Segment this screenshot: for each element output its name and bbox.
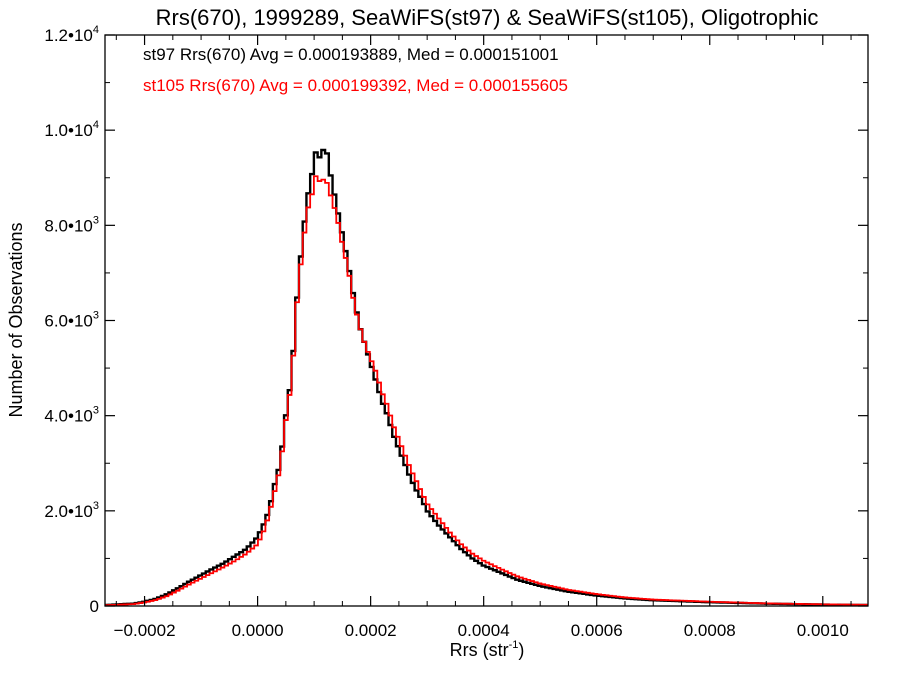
x-tick-label: 0.0008 <box>684 621 736 640</box>
chart-title: Rrs(670), 1999289, SeaWiFS(st97) & SeaWi… <box>156 5 819 30</box>
x-tick-label: 0.0006 <box>571 621 623 640</box>
x-tick-label: 0.0000 <box>232 621 284 640</box>
series-layer <box>105 148 868 607</box>
y-tick-label: 8.0•103 <box>44 214 99 235</box>
x-tick-label: 0.0002 <box>345 621 397 640</box>
y-tick-mantissa: 6.0•10 <box>44 312 93 331</box>
y-tick-mantissa: 2.0•10 <box>44 502 93 521</box>
st105-stats-annotation: st105 Rrs(670) Avg = 0.000199392, Med = … <box>143 76 568 95</box>
y-tick-exponent: 3 <box>93 500 99 512</box>
y-tick-mantissa: 1.0•10 <box>44 121 93 140</box>
y-tick-exponent: 4 <box>93 24 99 36</box>
x-axis-label-base: Rrs (str <box>450 640 509 660</box>
series-st105-line <box>105 175 868 607</box>
x-axis-label: Rrs (str-1) <box>450 639 525 660</box>
y-tick-mantissa: 1.2•10 <box>44 26 93 45</box>
x-axis-label-close: ) <box>518 640 524 660</box>
tick-layer: −0.0002 0.0000 0.0002 0.0004 0.0006 0.0008 0.0… <box>44 24 868 640</box>
x-tick-label: 0.0004 <box>458 621 510 640</box>
annotation-layer: st97 Rrs(670) Avg = 0.000193889, Med = 0… <box>143 45 568 95</box>
st97-stats-annotation: st97 Rrs(670) Avg = 0.000193889, Med = 0… <box>143 45 559 64</box>
x-axis-label-exponent: -1 <box>509 639 519 651</box>
plot-frame <box>104 34 869 607</box>
y-axis-label: Number of Observations <box>6 222 26 417</box>
y-tick-mantissa: 0 <box>90 597 99 616</box>
x-tick-label: −0.0002 <box>114 621 176 640</box>
y-tick-label: 4.0•103 <box>44 405 99 426</box>
y-tick-label: 0 <box>90 597 99 616</box>
y-tick-exponent: 4 <box>93 119 99 131</box>
x-tick-label: 0.0010 <box>797 621 849 640</box>
y-tick-exponent: 3 <box>93 405 99 417</box>
y-tick-exponent: 3 <box>93 214 99 226</box>
y-tick-mantissa: 4.0•10 <box>44 407 93 426</box>
y-tick-label: 6.0•103 <box>44 310 99 331</box>
y-tick-label: 1.0•104 <box>44 119 99 140</box>
y-tick-label: 2.0•103 <box>44 500 99 521</box>
series-st97-line <box>105 148 868 607</box>
y-tick-mantissa: 8.0•10 <box>44 216 93 235</box>
y-tick-exponent: 3 <box>93 310 99 322</box>
y-tick-label: 1.2•104 <box>44 24 99 45</box>
